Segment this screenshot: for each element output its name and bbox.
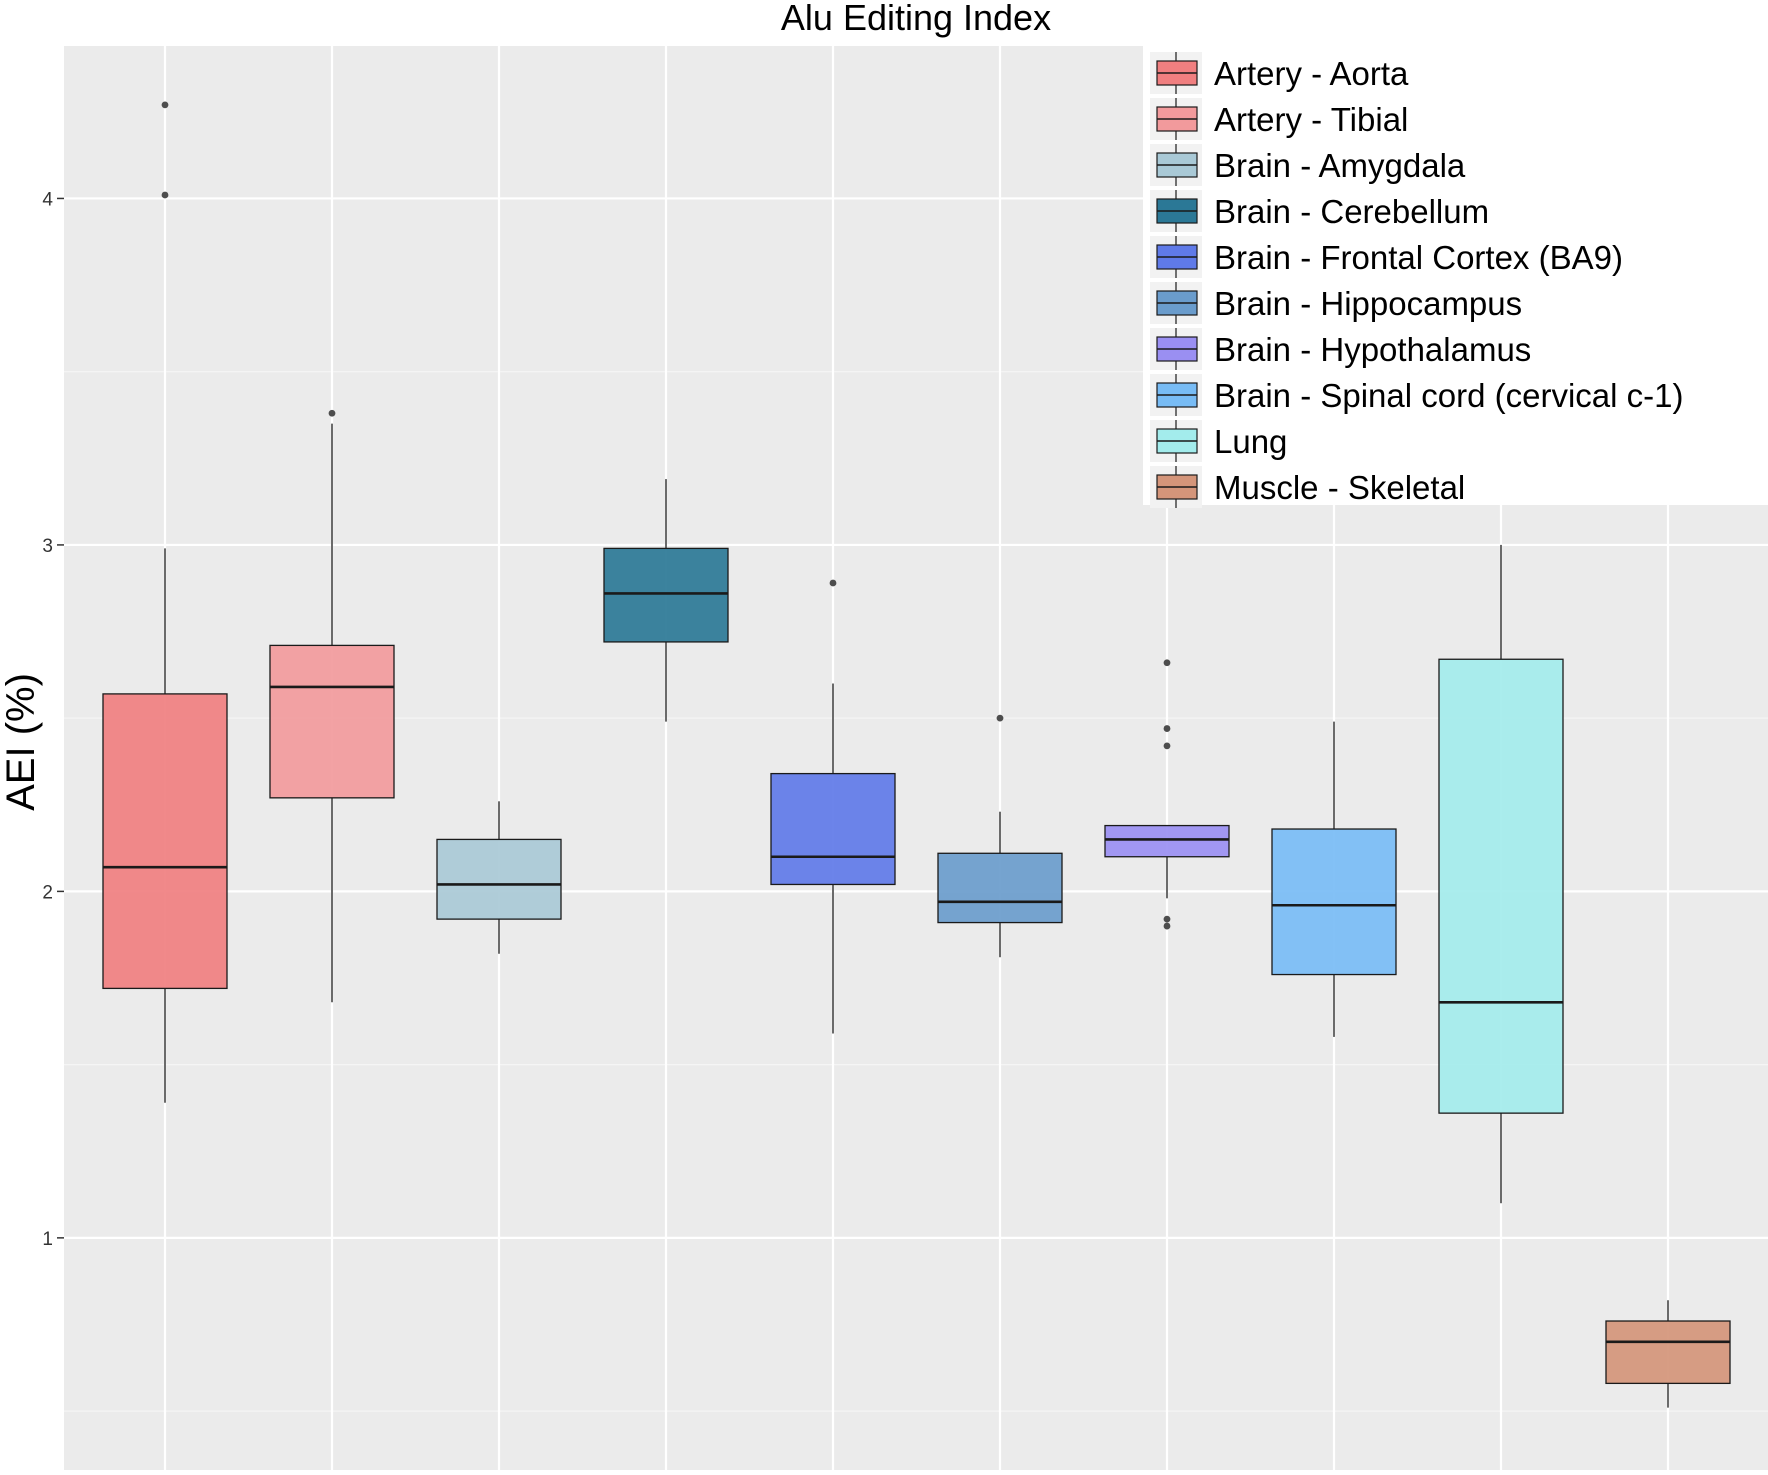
legend-key: [1150, 144, 1202, 186]
legend: Artery - Aorta Artery - Tibial Brain - Amy…: [1143, 46, 1768, 508]
legend-key: [1150, 236, 1202, 278]
box-iqr: [603, 547, 729, 643]
outlier-point: [161, 191, 169, 199]
box-artery-tibial: [269, 409, 395, 1003]
legend-label: Brain - Cerebellum: [1214, 193, 1489, 230]
y-tick-label: 4: [42, 189, 53, 210]
legend-key: [1150, 328, 1202, 370]
box-iqr: [937, 852, 1063, 924]
box-brain-hippocampus: [937, 714, 1063, 958]
box-iqr: [1605, 1320, 1731, 1385]
legend-label: Brain - Frontal Cortex (BA9): [1214, 239, 1623, 276]
box-lung: [1438, 544, 1564, 1204]
box-brain-amygdala: [436, 801, 562, 954]
legend-label: Artery - Tibial: [1214, 101, 1408, 138]
y-tick-label: 1: [42, 1229, 53, 1250]
outlier-point: [996, 714, 1004, 722]
box-brain-cerebellum: [603, 479, 729, 722]
chart-title: Alu Editing Index: [781, 0, 1051, 38]
outlier-point: [1163, 742, 1171, 750]
box-brain-hypothalamus: [1104, 659, 1230, 930]
box-muscle-skeletal: [1605, 1300, 1731, 1408]
outlier-point: [1163, 922, 1171, 930]
outlier-point: [829, 579, 837, 587]
legend-label: Brain - Amygdala: [1214, 147, 1466, 184]
legend-key: [1150, 374, 1202, 416]
legend-label: Lung: [1214, 423, 1287, 460]
legend-label: Artery - Aorta: [1214, 55, 1409, 92]
outlier-point: [161, 101, 169, 109]
outlier-point: [1163, 725, 1171, 732]
y-axis-label: AEI (%): [0, 673, 43, 811]
legend-key: [1150, 190, 1202, 232]
box-iqr: [269, 644, 395, 799]
legend-key: [1150, 420, 1202, 462]
box-brain-spinal-cord-cervical-c-1-: [1271, 721, 1397, 1037]
legend-key: [1150, 52, 1202, 94]
box-iqr: [102, 693, 228, 990]
outlier-point: [1163, 915, 1171, 923]
y-tick-label: 2: [42, 882, 53, 903]
outlier-point: [328, 409, 336, 417]
box-artery-aorta: [102, 101, 228, 1103]
y-axis: 1 2 3 4: [42, 189, 64, 1250]
legend-key: [1150, 98, 1202, 140]
y-tick-label: 3: [42, 536, 53, 557]
boxes: [102, 101, 1731, 1408]
outlier-point: [1163, 659, 1171, 667]
legend-label: Brain - Hypothalamus: [1214, 331, 1531, 368]
legend-label: Brain - Hippocampus: [1214, 285, 1522, 322]
box-iqr: [436, 838, 562, 920]
legend-label: Brain - Spinal cord (cervical c-1): [1214, 377, 1683, 414]
legend-label: Muscle - Skeletal: [1214, 469, 1465, 506]
legend-key: [1150, 466, 1202, 508]
box-iqr: [1438, 658, 1564, 1114]
box-iqr: [1271, 828, 1397, 976]
box-brain-frontal-cortex-ba9-: [770, 579, 896, 1034]
legend-background: [1143, 46, 1768, 505]
box-iqr: [1104, 824, 1230, 858]
box-iqr: [770, 772, 896, 886]
legend-key: [1150, 282, 1202, 324]
